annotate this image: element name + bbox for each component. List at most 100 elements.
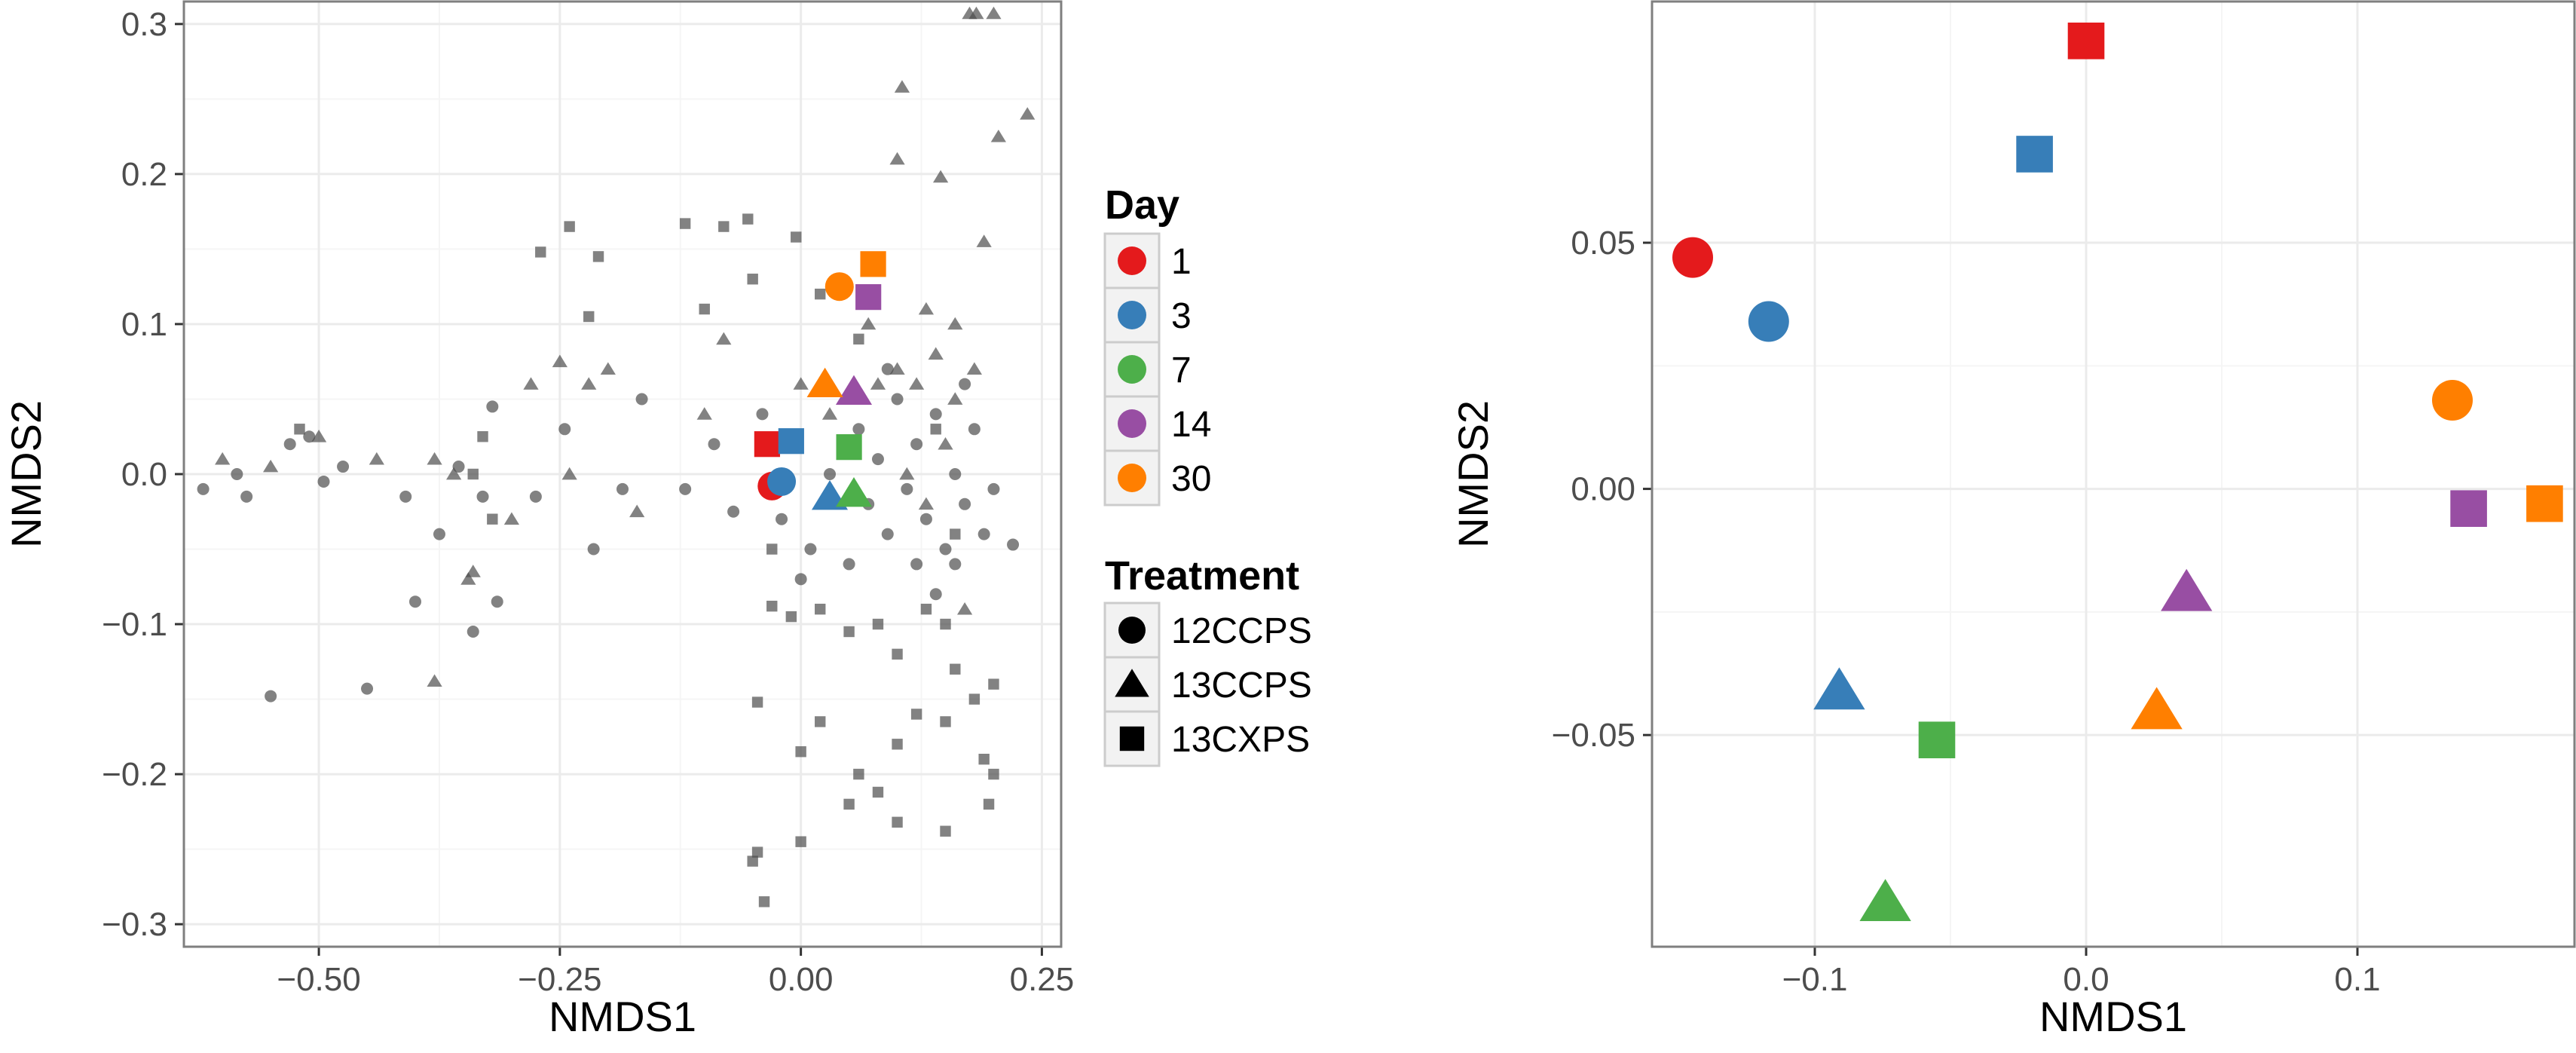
legend-label-day-7: 7 xyxy=(1171,350,1192,390)
background-point xyxy=(977,528,990,540)
x-tick-label: −0.25 xyxy=(518,961,601,998)
background-point xyxy=(892,816,903,828)
legend-swatch-circle-icon xyxy=(1118,617,1146,644)
background-point xyxy=(968,423,981,436)
background-point xyxy=(918,497,935,510)
background-point xyxy=(892,648,903,660)
background-point xyxy=(889,152,905,165)
legend-label-day-3: 3 xyxy=(1171,296,1192,336)
day-30-12ccps-point xyxy=(2432,380,2473,421)
background-point xyxy=(889,362,905,375)
day-14-13ccps-point xyxy=(2161,568,2213,611)
legend-swatch-day-14 xyxy=(1118,409,1146,438)
background-point xyxy=(919,513,932,525)
background-point xyxy=(892,739,903,750)
background-point xyxy=(600,362,616,375)
background-point xyxy=(487,513,498,525)
background-point xyxy=(910,558,923,571)
day-30-13ccps-point xyxy=(2131,687,2183,730)
background-point xyxy=(465,565,481,577)
background-point xyxy=(881,363,894,375)
y-tick-label: −0.3 xyxy=(102,906,167,943)
background-point xyxy=(910,438,923,451)
x-tick-label: 0.25 xyxy=(1010,961,1075,998)
background-point xyxy=(283,438,296,451)
background-point xyxy=(932,170,949,183)
legend-label-day-30: 30 xyxy=(1171,459,1211,499)
background-point xyxy=(843,558,855,571)
y-tick-label: 0.00 xyxy=(1571,471,1635,508)
plot-background xyxy=(1652,2,2574,947)
background-point xyxy=(552,354,568,368)
background-point xyxy=(408,595,421,608)
background-point xyxy=(766,600,778,612)
background-point xyxy=(215,452,231,465)
background-point xyxy=(929,408,942,421)
legend-swatch-square-icon xyxy=(1119,726,1145,751)
x-axis-title: NMDS1 xyxy=(549,993,696,1040)
day-30-12ccps-point xyxy=(825,272,854,302)
day-3-12ccps-point xyxy=(767,467,797,496)
background-point xyxy=(909,377,925,390)
background-point xyxy=(708,438,720,451)
background-point xyxy=(581,377,597,390)
background-point xyxy=(561,467,577,480)
background-point xyxy=(910,709,922,720)
background-point xyxy=(815,288,826,300)
background-point xyxy=(987,482,1000,495)
background-point xyxy=(861,317,877,330)
legend-label-day-14: 14 xyxy=(1171,405,1211,445)
background-point xyxy=(920,603,932,615)
legend-label-treatment-13cxps: 13CXPS xyxy=(1171,720,1310,760)
background-point xyxy=(766,543,778,555)
background-point xyxy=(956,601,973,615)
background-point xyxy=(940,825,951,837)
background-point xyxy=(265,690,277,703)
background-point xyxy=(795,836,806,847)
background-point xyxy=(491,595,503,608)
background-point xyxy=(727,505,740,518)
background-point xyxy=(949,558,962,571)
legend-swatch-day-1 xyxy=(1118,246,1146,275)
background-point xyxy=(452,461,465,473)
background-point xyxy=(959,378,971,390)
background-point xyxy=(776,513,788,525)
background-point xyxy=(824,468,837,480)
background-point xyxy=(231,468,243,480)
background-point xyxy=(870,377,886,390)
x-tick-label: 0.00 xyxy=(769,961,834,998)
day-3-13ccps-point xyxy=(1813,667,1865,710)
background-point xyxy=(872,786,884,798)
background-point xyxy=(949,468,962,480)
background-point xyxy=(918,302,935,315)
day-30-13cxps-point xyxy=(2526,485,2563,522)
y-tick-label: −0.2 xyxy=(102,756,167,793)
background-point xyxy=(592,251,604,262)
background-point xyxy=(852,423,865,436)
background-point xyxy=(950,528,961,540)
background-point xyxy=(696,407,712,420)
background-point xyxy=(815,603,826,615)
day-1-13cxps-point xyxy=(2067,22,2105,60)
background-point xyxy=(446,467,462,480)
legend-treatment-title: Treatment xyxy=(1105,553,1299,598)
background-point xyxy=(928,347,944,360)
background-point xyxy=(881,528,894,540)
day-14-13ccps-point xyxy=(835,375,873,406)
y-tick-label: 0.0 xyxy=(121,456,167,493)
background-point xyxy=(872,618,884,630)
background-point xyxy=(716,332,732,345)
background-point xyxy=(477,431,488,442)
right-nmds-panel: −0.1 0.0 0.1 −0.05 0.00 0.05 NMDS1 NMDS2 xyxy=(1449,0,2576,1040)
background-point xyxy=(747,856,758,867)
background-point xyxy=(988,678,999,690)
day-3-13cxps-point xyxy=(2016,136,2053,173)
y-tick-label: 0.3 xyxy=(121,6,167,43)
background-point xyxy=(756,408,769,421)
background-point xyxy=(968,6,984,20)
day-3-13cxps-point xyxy=(778,428,804,455)
background-point xyxy=(853,768,864,780)
background-point xyxy=(699,303,710,315)
background-point xyxy=(968,693,981,705)
background-point xyxy=(983,798,995,810)
